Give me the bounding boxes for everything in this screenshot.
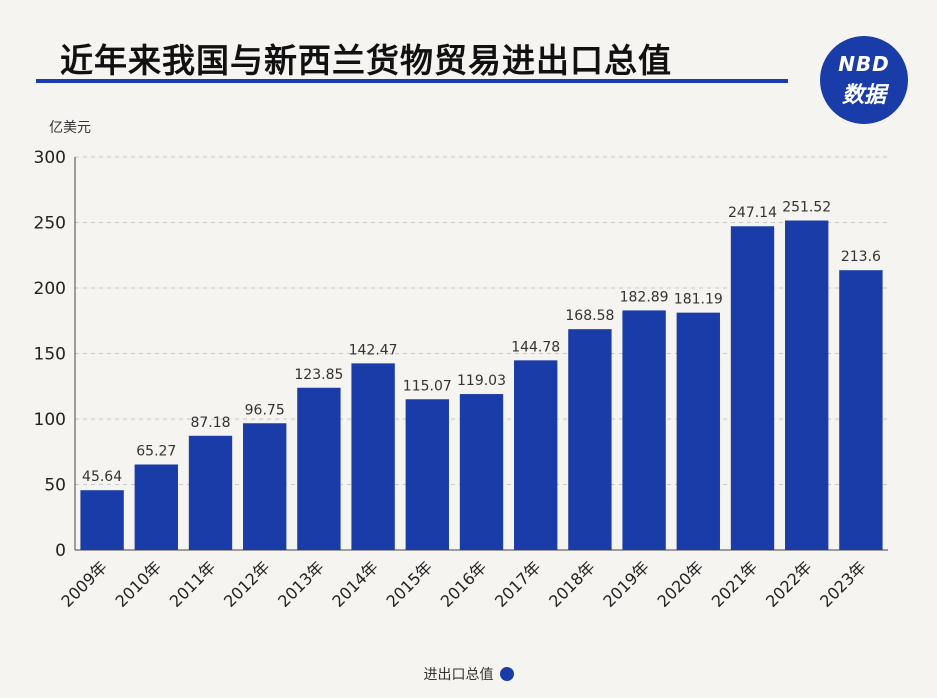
y-tick-label: 200	[34, 279, 66, 299]
x-tick-label: 2017年	[491, 557, 545, 611]
logo-text-nbd: NBD	[838, 52, 890, 76]
y-tick-label: 50	[44, 476, 66, 496]
data-label: 144.78	[511, 339, 560, 355]
bar	[785, 220, 829, 551]
bar	[622, 310, 666, 550]
bar	[297, 387, 341, 550]
bar	[134, 464, 178, 550]
y-tick-label: 0	[55, 541, 66, 561]
data-label: 182.89	[620, 289, 669, 305]
data-label: 168.58	[565, 308, 614, 324]
y-tick-label: 100	[34, 410, 66, 430]
x-tick-label: 2011年	[166, 557, 220, 611]
x-tick-label: 2018年	[545, 557, 599, 611]
y-tick-label: 300	[34, 148, 66, 168]
nbd-data-logo: NBD 数据	[820, 36, 908, 124]
legend: 进出口总值	[0, 664, 937, 684]
bar	[514, 360, 558, 550]
data-label: 251.52	[782, 200, 831, 216]
bar	[839, 270, 883, 550]
data-label: 123.85	[294, 367, 343, 383]
bar	[730, 226, 775, 551]
y-tick-label: 150	[34, 345, 66, 365]
bar	[243, 423, 287, 550]
bar	[188, 435, 233, 550]
chart-title: 近年来我国与新西兰货物贸易进出口总值	[60, 41, 672, 80]
x-tick-label: 2019年	[599, 557, 653, 611]
data-label: 96.75	[245, 402, 285, 418]
y-axis-unit-label: 亿美元	[49, 120, 91, 136]
x-tick-label: 2012年	[220, 557, 274, 611]
x-tick-label: 2021年	[708, 557, 762, 611]
x-tick-label: 2010年	[112, 557, 166, 611]
legend-label: 进出口总值	[423, 667, 494, 683]
x-tick-label: 2015年	[383, 557, 437, 611]
x-tick-label: 2009年	[57, 557, 111, 611]
x-tick-label: 2014年	[328, 557, 382, 611]
x-tick-label: 2022年	[762, 557, 816, 611]
y-tick-label: 250	[34, 214, 66, 234]
data-label: 181.19	[674, 292, 723, 308]
title-underline	[36, 79, 788, 83]
data-label: 87.18	[190, 415, 230, 431]
data-label: 119.03	[457, 373, 506, 389]
x-tick-label: 2013年	[274, 557, 328, 611]
data-label: 45.64	[82, 469, 122, 485]
bar	[80, 490, 124, 550]
data-label: 142.47	[349, 342, 398, 358]
logo-text-data: 数据	[841, 83, 886, 108]
bar	[405, 399, 449, 550]
x-tick-label: 2016年	[437, 557, 491, 611]
bar	[459, 394, 504, 550]
bar	[351, 363, 395, 550]
data-label: 247.14	[728, 205, 777, 221]
bar	[568, 329, 612, 550]
x-tick-label: 2020年	[654, 557, 708, 611]
x-tick-label: 2023年	[816, 557, 870, 611]
bar	[676, 312, 720, 550]
data-label: 213.6	[841, 249, 881, 265]
data-label: 65.27	[136, 443, 176, 459]
data-label: 115.07	[403, 378, 452, 394]
legend-swatch	[499, 667, 514, 681]
